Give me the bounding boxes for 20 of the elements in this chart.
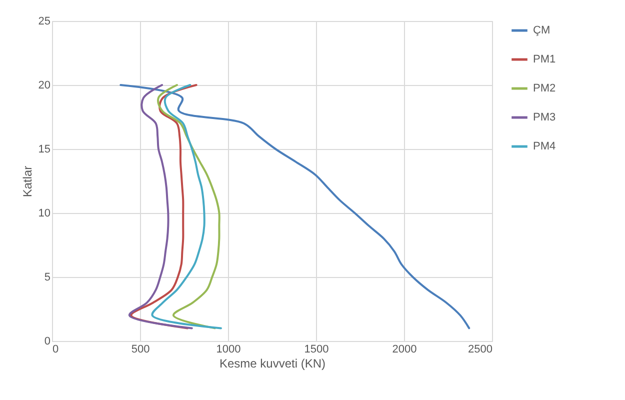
x-tick-label: 2500 <box>468 344 492 356</box>
x-tick-label: 2000 <box>392 344 417 356</box>
x-axis-title: Kesme kuvveti (KN) <box>219 356 326 370</box>
legend-label: PM3 <box>533 112 556 124</box>
legend-label: PM1 <box>533 54 556 66</box>
x-tick-label: 1500 <box>304 344 329 356</box>
x-tick-label: 0 <box>52 344 59 356</box>
legend-label: PM2 <box>533 82 556 94</box>
legend-label: PM4 <box>533 140 556 152</box>
y-axis-title: Katlar <box>20 166 34 198</box>
y-tick-label: 0 <box>44 336 50 348</box>
legend-label: ÇM <box>533 24 550 36</box>
line-series <box>120 84 470 330</box>
y-tick-label: 25 <box>38 16 50 28</box>
y-tick-label: 20 <box>38 80 50 92</box>
y-tick-label: 5 <box>44 272 50 284</box>
x-tick-label: 1000 <box>216 344 241 356</box>
y-tick-label: 10 <box>38 208 50 220</box>
x-tick-label: 500 <box>131 344 150 356</box>
y-tick-label: 15 <box>38 144 50 156</box>
